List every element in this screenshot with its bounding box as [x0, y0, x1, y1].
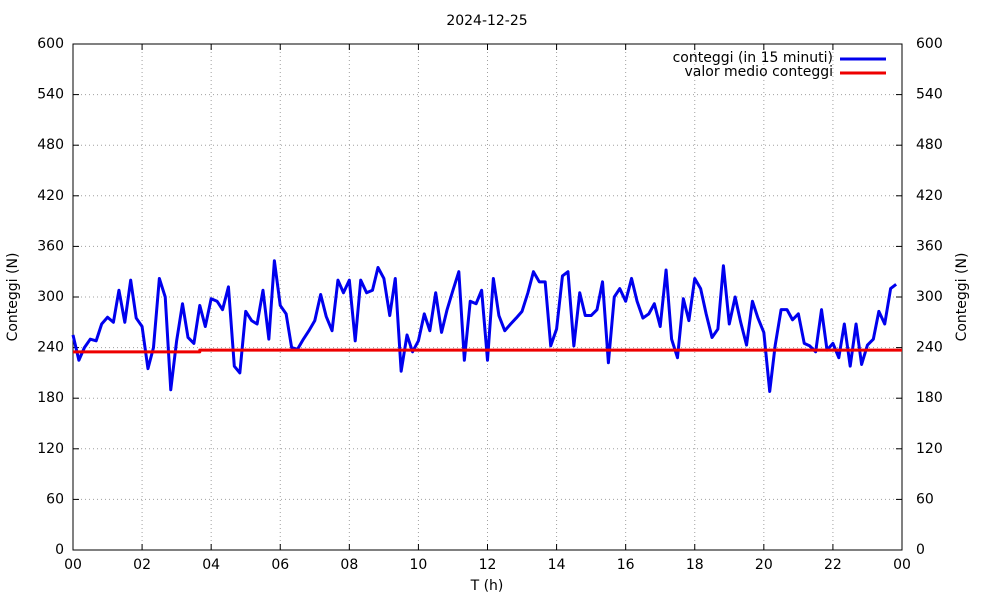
x-tick-label: 18 [686, 557, 704, 573]
x-tick-label: 00 [893, 557, 911, 573]
x-tick-label: 22 [824, 557, 842, 573]
y2-tick-label: 600 [916, 36, 943, 52]
y-tick-label: 0 [55, 542, 64, 558]
series-line [73, 348, 902, 354]
x-axis-label: T (h) [470, 578, 504, 594]
x-tick-label: 14 [548, 557, 566, 573]
x-tick-label: 16 [617, 557, 635, 573]
y-tick-label: 540 [37, 87, 64, 103]
y-tick-label: 480 [37, 137, 64, 153]
x-tick-label: 06 [271, 557, 289, 573]
y2-tick-label: 240 [916, 340, 943, 356]
x-tick-label: 12 [479, 557, 497, 573]
y2-axis-label: Conteggi (N) [954, 253, 970, 342]
y-tick-label: 60 [46, 491, 64, 507]
y2-tick-label: 360 [916, 238, 943, 254]
y-axis-label: Conteggi (N) [5, 253, 21, 342]
series-line [71, 259, 898, 393]
x-tick-label: 08 [340, 557, 358, 573]
y2-tick-label: 300 [916, 289, 943, 305]
y-tick-label: 420 [37, 188, 64, 204]
y-tick-label: 600 [37, 36, 64, 52]
y2-tick-label: 120 [916, 441, 943, 457]
x-tick-label: 10 [410, 557, 428, 573]
y-tick-label: 240 [37, 340, 64, 356]
y-tick-label: 180 [37, 390, 64, 406]
y2-tick-label: 480 [916, 137, 943, 153]
x-tick-label: 20 [755, 557, 773, 573]
y-tick-label: 360 [37, 238, 64, 254]
x-tick-label: 04 [202, 557, 220, 573]
x-tick-label: 00 [64, 557, 82, 573]
y2-tick-label: 180 [916, 390, 943, 406]
plot-frame [72, 43, 903, 551]
y2-tick-label: 0 [916, 542, 925, 558]
legend-label: conteggi (in 15 minuti) [673, 50, 833, 66]
y2-tick-label: 420 [916, 188, 943, 204]
y2-tick-label: 60 [916, 491, 934, 507]
chart-title: 2024-12-25 [446, 13, 527, 29]
y-tick-label: 120 [37, 441, 64, 457]
legend-label: valor medio conteggi [685, 64, 833, 80]
x-tick-label: 02 [133, 557, 151, 573]
y-tick-label: 300 [37, 289, 64, 305]
y2-tick-label: 540 [916, 87, 943, 103]
